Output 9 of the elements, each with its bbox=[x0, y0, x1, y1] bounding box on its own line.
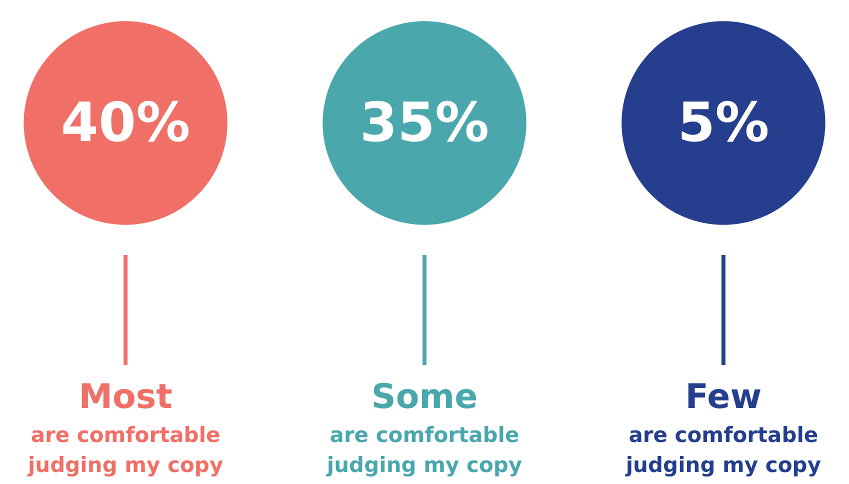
text: are comfortable judging my copy bbox=[326, 423, 522, 477]
text: are comfortable judging my copy bbox=[624, 423, 822, 477]
category-label: Some bbox=[371, 377, 478, 417]
category-label: Few bbox=[685, 377, 762, 417]
data-label: 35% bbox=[360, 91, 490, 154]
data-label: 40% bbox=[60, 91, 190, 154]
data-label: 5% bbox=[678, 91, 770, 154]
category-label: Most bbox=[78, 377, 172, 417]
text: are comfortable judging my copy bbox=[26, 423, 224, 477]
